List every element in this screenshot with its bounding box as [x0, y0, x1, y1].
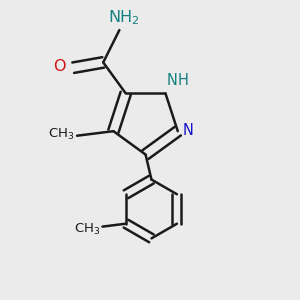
Text: CH$_3$: CH$_3$ — [48, 127, 74, 142]
Text: O: O — [53, 59, 66, 74]
Text: H: H — [178, 73, 189, 88]
Text: CH$_3$: CH$_3$ — [74, 221, 100, 236]
Text: N: N — [167, 73, 178, 88]
Text: NH$_2$: NH$_2$ — [108, 8, 140, 26]
Text: N: N — [183, 123, 194, 138]
